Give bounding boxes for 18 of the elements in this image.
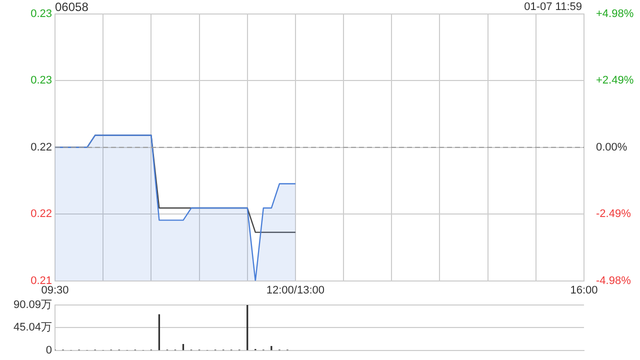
y-tick-label: 0.22 [30,141,52,154]
text: 01-07 11:59 [524,1,582,13]
x-tick-label: 12:00/13:00 [266,284,325,296]
y-tick-label: 90.09万 [13,299,52,312]
chart-title: 06058 [55,0,88,14]
y2-tick-label: +2.49% [596,74,634,87]
y2-tick-label: +4.98% [596,8,634,20]
y-tick-label: 0 [46,344,52,356]
x-tick-label: 09:30 [41,284,69,296]
y-tick-label: 45.04万 [13,322,52,334]
y-tick-label: 0.21 [30,274,52,287]
y-tick-label: 0.23 [30,8,52,20]
y2-tick-label: -4.98% [596,274,632,287]
y2-tick-label: -2.49% [596,208,632,220]
y-tick-label: 0.23 [30,74,52,87]
x-tick-label: 16:00 [570,284,598,296]
y-tick-label: 0.22 [30,208,52,220]
y2-tick-label: 0.00% [596,141,628,154]
